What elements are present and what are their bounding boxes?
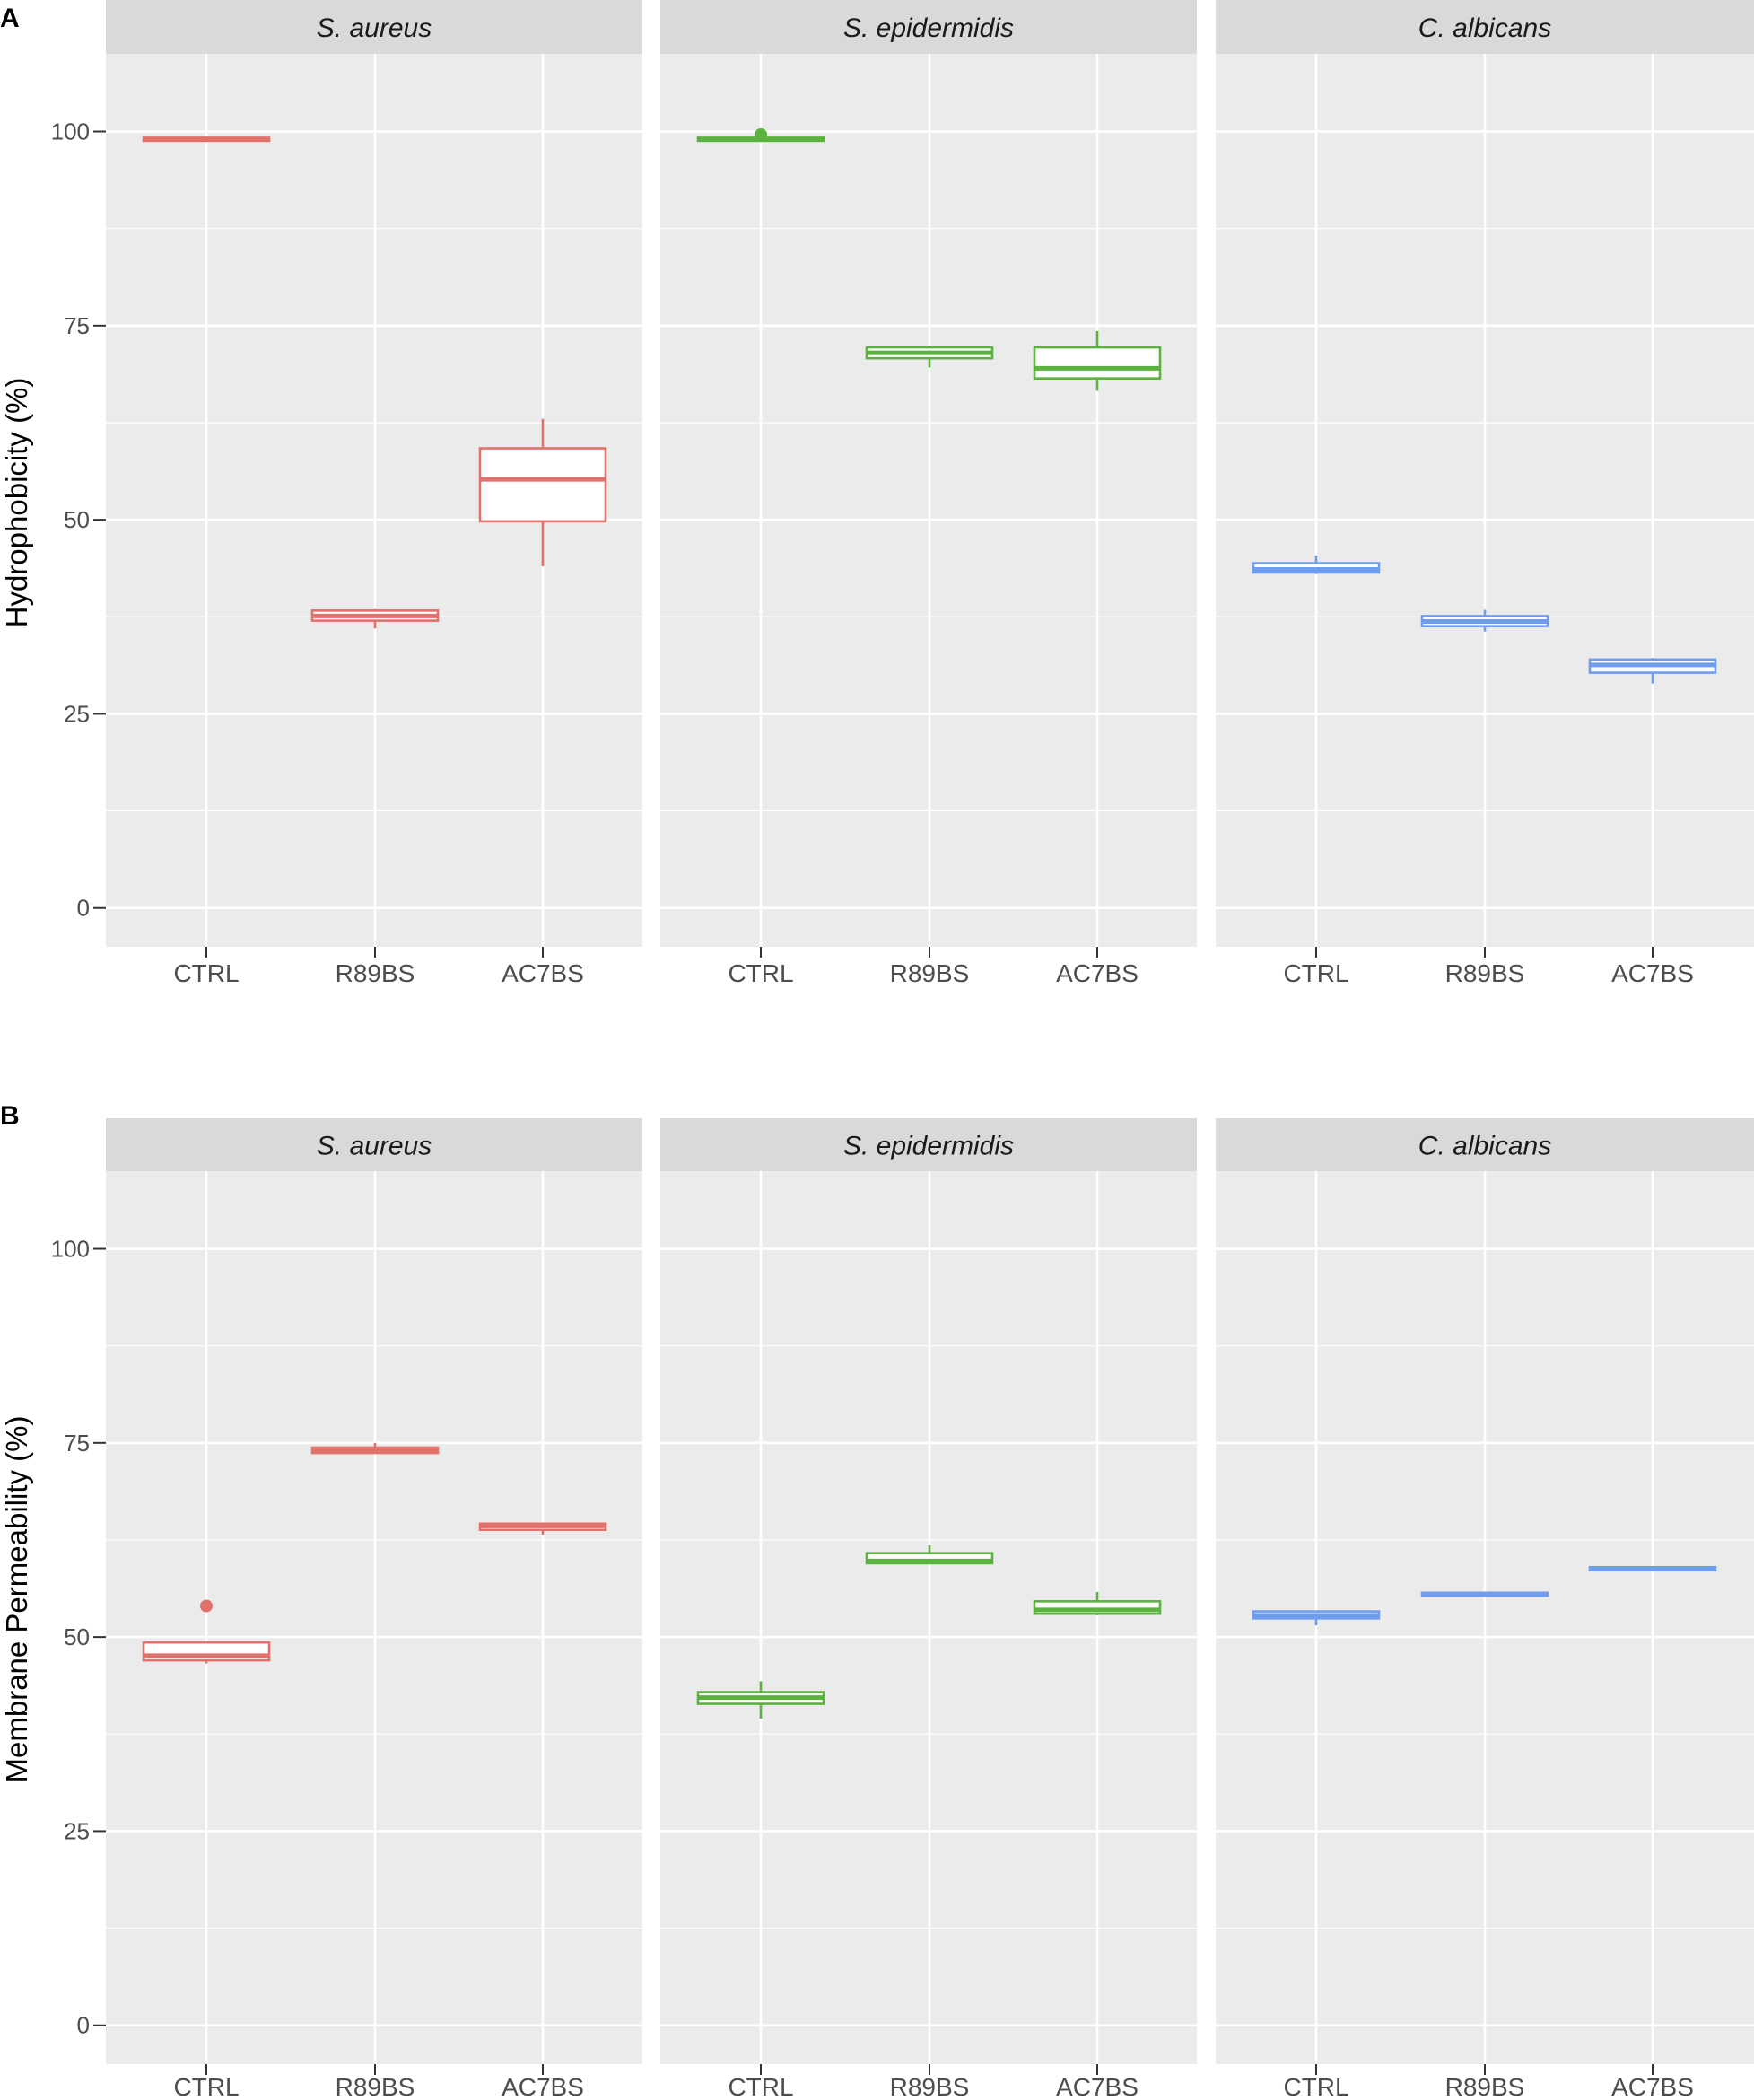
facet-strip-label: S. aureus [317,1132,432,1161]
box-ctrl: CTRL [1252,555,1381,987]
box-iqr [478,447,607,523]
facet-strip [660,0,1197,54]
box-ac7bs: AC7BS [1588,658,1717,987]
x-tick-label: AC7BS [502,2073,584,2100]
x-tick-label: CTRL [728,2073,793,2100]
facet-c-albicans: C. albicans CTRL R89BS AC7BS [1216,1118,1754,2100]
box-ac7bs: AC7BS [1033,330,1162,987]
box-ac7bs: AC7BS [478,1522,607,2100]
box-r89bs: R89BS [1420,1591,1549,2100]
box-ctrl: CTRL [1252,1610,1381,2100]
facet-strip-label: S. aureus [317,13,432,43]
facet-s-epidermidis: S. epidermidis CTRL R89BS AC7BS [660,1118,1197,2100]
y-tick-label: 0 [77,895,90,922]
x-tick-label: R89BS [1445,2073,1525,2100]
box-ac7bs: AC7BS [1588,1565,1717,2100]
x-tick-label: R89BS [890,959,970,987]
facet-strip-label: C. albicans [1418,1132,1551,1161]
box-r89bs: R89BS [1420,609,1549,987]
x-tick-label: CTRL [728,959,793,987]
chart-panel-b: B 0 25 50 75 100 Membrane Permeability (%) S. a… [0,1101,1754,2100]
x-tick-label: R89BS [336,2073,415,2100]
x-tick-label: CTRL [173,2073,239,2100]
box-ac7bs: AC7BS [1033,1591,1162,2100]
y-tick-label: 0 [77,2012,90,2039]
y-tick-label: 50 [64,1623,90,1650]
x-tick-label: R89BS [890,2073,970,2100]
y-tick-label: 100 [51,1236,90,1263]
y-tick-label: 50 [64,506,90,533]
box-ctrl: CTRL [696,1681,825,2100]
x-tick-label: CTRL [173,959,239,987]
box-ctrl: CTRL [142,136,271,987]
x-tick-label: AC7BS [502,959,584,987]
y-tick-label: 100 [51,118,90,145]
facet-strip [106,1118,642,1171]
facet-strip [660,1118,1197,1171]
box-ctrl: CTRL [696,127,825,987]
panel-letter: B [0,1101,20,1131]
facet-s-epidermidis: S. epidermidis CTRL R89BS AC7BS [660,0,1197,987]
box-iqr [865,1552,994,1565]
y-tick-label: 75 [64,312,90,339]
outlier-point [200,1599,213,1613]
y-axis-title: Hydrophobicity (%) [0,378,33,628]
facet-strip-label: S. epidermidis [843,1132,1014,1161]
facet-strip [106,0,642,54]
x-tick-label: R89BS [1445,959,1525,987]
panel-letter: A [0,4,20,33]
x-tick-label: AC7BS [1056,2073,1139,2100]
facet-strip [1216,1118,1754,1171]
box-ctrl: CTRL [142,1599,271,2100]
x-tick-label: CTRL [1283,959,1348,987]
box-iqr [1033,346,1162,380]
box-r89bs: R89BS [310,1442,440,2100]
x-tick-label: AC7BS [1056,959,1139,987]
facet-strip [1216,0,1754,54]
facet-strip-label: C. albicans [1418,13,1551,43]
box-r89bs: R89BS [865,1545,994,2100]
facet-s-aureus: S. aureus CTRL R89BS AC7BS [106,0,642,987]
facet-strip-label: S. epidermidis [843,13,1014,43]
facet-s-aureus: S. aureus CTRL R89BS AC7BS [106,1118,642,2100]
outlier-point [755,127,767,141]
box-r89bs: R89BS [310,608,440,987]
y-tick-label: 75 [64,1430,90,1457]
x-tick-label: R89BS [336,959,415,987]
y-axis-title: Membrane Permeability (%) [0,1416,33,1783]
box-ac7bs: AC7BS [478,418,607,987]
box-r89bs: R89BS [865,346,994,987]
x-tick-label: CTRL [1283,2073,1348,2100]
x-tick-label: AC7BS [1611,959,1694,987]
y-tick-label: 25 [64,1817,90,1844]
y-tick-label: 25 [64,700,90,727]
facet-c-albicans: C. albicans CTRL R89BS AC7BS [1216,0,1754,987]
chart-panel-a: A 0 25 50 75 100 Hydrophobicity (%) S. aureus CT… [0,0,1754,987]
x-tick-label: AC7BS [1611,2073,1694,2100]
